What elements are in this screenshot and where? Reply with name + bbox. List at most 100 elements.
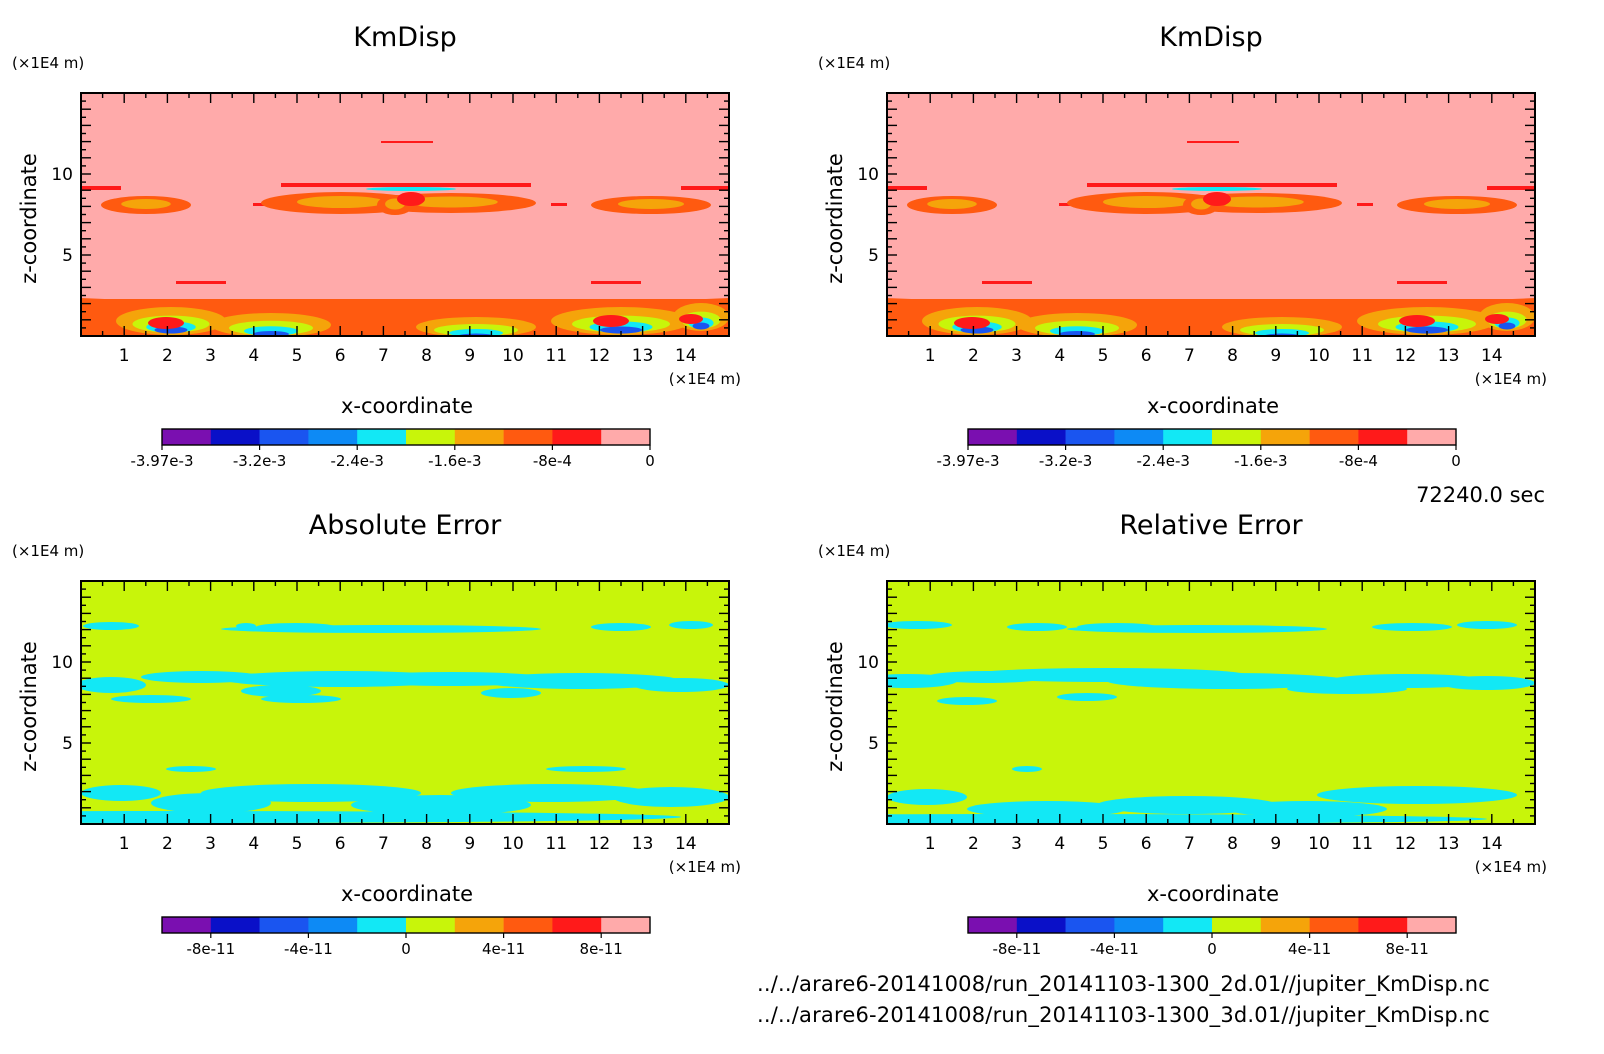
- x-tick-label: 11: [545, 346, 567, 366]
- x-tick-label: 1: [925, 834, 936, 854]
- error-patch: [451, 784, 651, 802]
- x-unit-label: (×1E4 m): [669, 370, 741, 388]
- colorbar-swatch: [1114, 429, 1164, 445]
- contour-band: [591, 281, 641, 284]
- chart-title: Relative Error: [1119, 510, 1303, 541]
- error-patch: [613, 787, 729, 807]
- error-patch: [481, 688, 541, 698]
- x-tick-label: 5: [1098, 834, 1109, 854]
- error-patch: [81, 811, 681, 823]
- contour-band: [253, 203, 269, 206]
- y-tick-label: 10: [51, 653, 73, 673]
- colorbar: -8e-11 -4e-11 0 4e-11 8e-11: [161, 916, 651, 958]
- x-tick-label: 5: [292, 346, 303, 366]
- x-tick-label: 6: [1141, 346, 1152, 366]
- colorbar-swatch: [454, 429, 504, 445]
- contour-blob: [449, 329, 503, 336]
- colorbar-swatch: [1163, 917, 1213, 933]
- x-tick-label: 10: [502, 834, 524, 854]
- x-tick-label: 2: [162, 346, 173, 366]
- contour-blob: [1172, 187, 1262, 191]
- time-label: 72240.0 sec: [1416, 483, 1545, 507]
- x-tick-label: 13: [632, 346, 654, 366]
- contour-blob: [1498, 322, 1516, 330]
- contour-blob: [121, 199, 171, 209]
- x-tick-label: 7: [378, 346, 389, 366]
- colorbar-tick-label: -2.4e-3: [1136, 452, 1189, 470]
- z-unit-label: (×1E4 m): [12, 542, 84, 560]
- x-tick-label: 12: [1395, 346, 1417, 366]
- x-tick-label: 3: [205, 346, 216, 366]
- field-background: [887, 93, 1535, 336]
- colorbar-swatch: [210, 917, 260, 933]
- x-tick-label: 4: [248, 834, 259, 854]
- x-tick-label: 5: [292, 834, 303, 854]
- y-tick-label: 10: [857, 653, 879, 673]
- error-patch: [1012, 766, 1042, 772]
- contour-blob: [1399, 315, 1435, 327]
- contour-band: [281, 183, 531, 187]
- contour-blob: [1485, 314, 1509, 324]
- x-tick-label: 8: [421, 834, 432, 854]
- error-patch: [221, 625, 541, 633]
- x-tick-label: 5: [1098, 346, 1109, 366]
- contour-blob: [1406, 326, 1448, 334]
- z-unit-label: (×1E4 m): [818, 542, 890, 560]
- error-patch: [351, 795, 531, 815]
- colorbar-swatch: [162, 429, 212, 445]
- contour-blob: [593, 315, 629, 327]
- contour-band: [176, 281, 226, 284]
- contour-band: [1059, 203, 1075, 206]
- x-axis-label: x-coordinate: [1147, 394, 1279, 418]
- colorbar-tick-label: -3.97e-3: [131, 452, 194, 470]
- colorbar-tick-label: -4e-11: [1090, 940, 1139, 958]
- colorbar-swatch: [601, 429, 651, 445]
- y-tick-label: 5: [62, 246, 73, 266]
- error-patch: [241, 685, 321, 697]
- colorbar-swatch: [357, 429, 407, 445]
- y-tick-label: 10: [857, 165, 879, 185]
- colorbar-frame: [161, 428, 651, 446]
- x-tick-label: 3: [1011, 346, 1022, 366]
- z-unit-label: (×1E4 m): [818, 54, 890, 72]
- error-patch: [887, 789, 967, 805]
- x-tick-label: 14: [1481, 834, 1503, 854]
- contour-blob: [297, 195, 385, 209]
- x-tick-label: 13: [1438, 346, 1460, 366]
- error-patch: [81, 677, 146, 693]
- colorbar-swatch: [259, 917, 309, 933]
- x-tick-label: 1: [119, 834, 130, 854]
- source-file-2d: ../../arare6-20141008/run_20141103-1300_…: [756, 972, 1490, 996]
- colorbar-swatch: [1065, 917, 1115, 933]
- y-axis-label: z-coordinate: [823, 153, 847, 284]
- contour-band: [1487, 186, 1535, 190]
- colorbar-frame: [967, 428, 1457, 446]
- x-unit-label: (×1E4 m): [1475, 370, 1547, 388]
- x-axis-label: x-coordinate: [341, 882, 473, 906]
- colorbar-swatch: [357, 917, 407, 933]
- error-patch: [1439, 676, 1535, 690]
- chart-title: KmDisp: [353, 22, 457, 53]
- colorbar: -3.97e-3 -3.2e-3 -2.4e-3 -1.6e-3 -8e-4 0: [131, 428, 655, 470]
- colorbar-swatch: [308, 917, 358, 933]
- x-tick-label: 4: [248, 346, 259, 366]
- colorbar-swatch: [552, 917, 602, 933]
- contour-blob: [927, 199, 977, 209]
- colorbar: -8e-11 -4e-11 0 4e-11 8e-11: [967, 916, 1457, 958]
- x-tick-label: 2: [162, 834, 173, 854]
- source-file-3d: ../../arare6-20141008/run_20141103-1300_…: [756, 1003, 1490, 1027]
- error-patch: [967, 801, 1127, 817]
- colorbar-tick-label: -8e-4: [533, 452, 572, 470]
- contour-blob: [253, 331, 289, 336]
- contour-blob: [618, 199, 684, 209]
- contour-band: [81, 186, 121, 190]
- x-tick-label: 10: [1308, 834, 1330, 854]
- x-tick-label: 13: [1438, 834, 1460, 854]
- contour-blob: [397, 192, 425, 206]
- plot-area: [80, 580, 730, 825]
- x-tick-label: 4: [1054, 346, 1065, 366]
- contour-field: [81, 581, 729, 824]
- contour-band: [982, 281, 1032, 284]
- colorbar: -3.97e-3 -3.2e-3 -2.4e-3 -1.6e-3 -8e-4 0: [937, 428, 1461, 470]
- error-patch: [166, 766, 216, 772]
